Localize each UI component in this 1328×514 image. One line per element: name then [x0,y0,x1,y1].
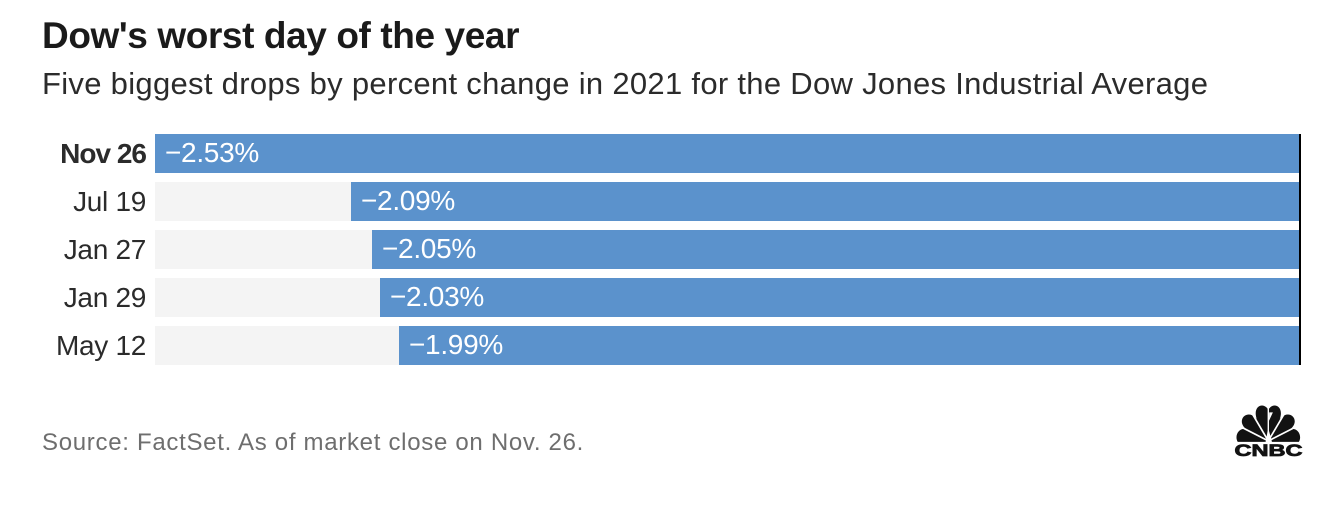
svg-text:CNBC: CNBC [1235,442,1303,458]
